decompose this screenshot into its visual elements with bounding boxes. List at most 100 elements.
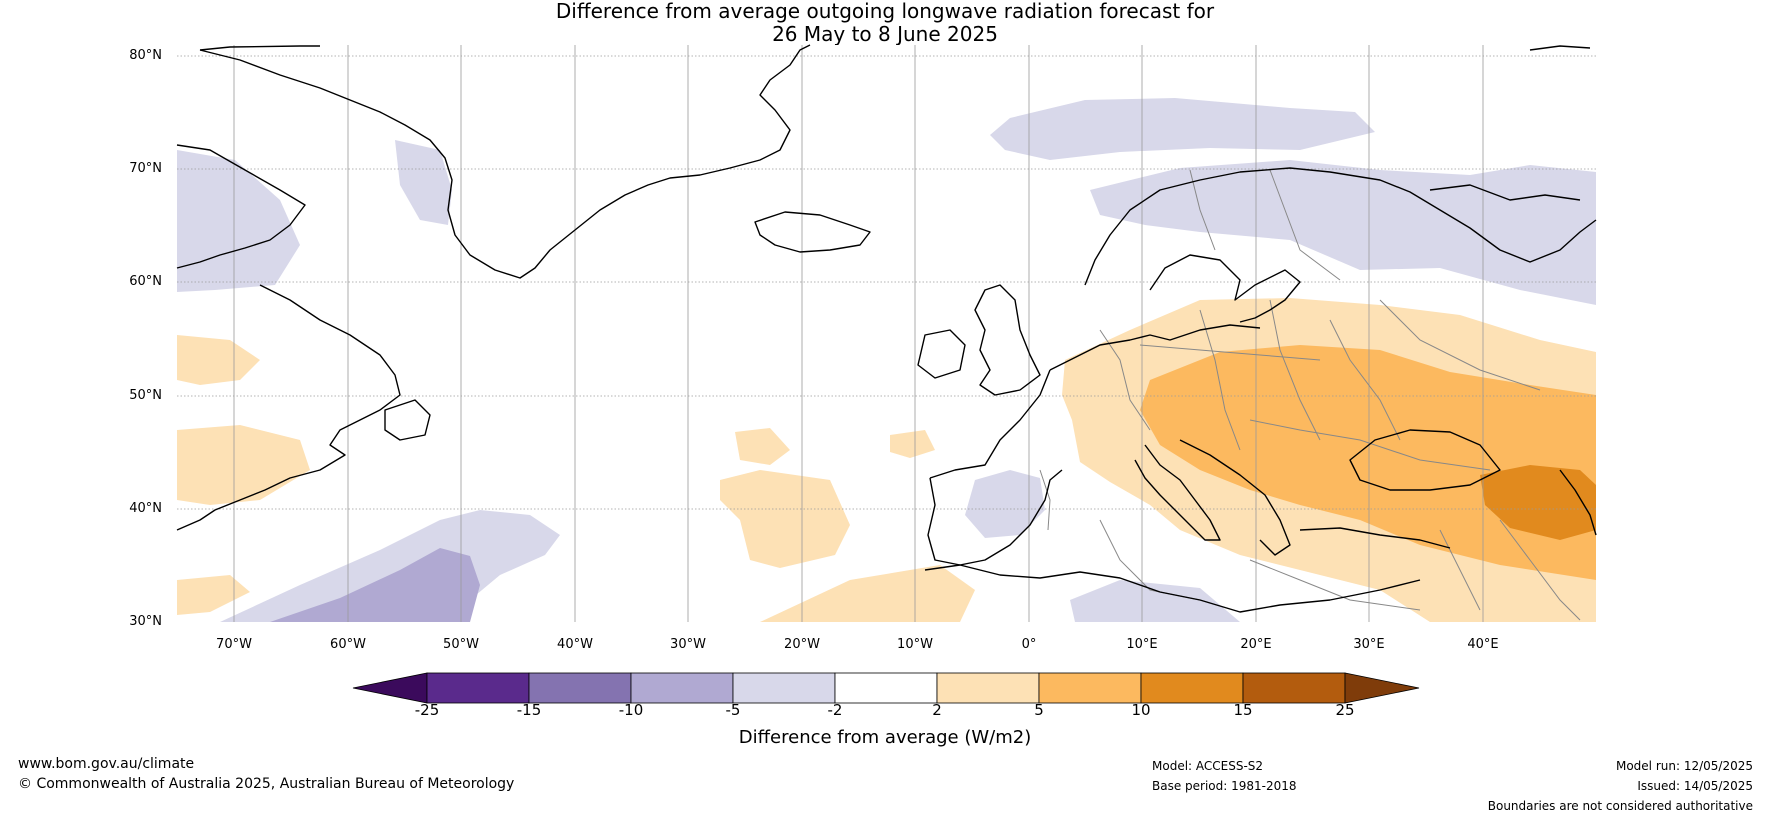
colorbar-tick: -10 bbox=[618, 701, 644, 719]
coastline-kola bbox=[1429, 184, 1581, 201]
map-plot bbox=[176, 44, 1597, 622]
colorbar-tick: -5 bbox=[725, 701, 741, 719]
lat-label-70n: 70°N bbox=[129, 161, 162, 176]
shade-canada-negative bbox=[177, 150, 300, 292]
border-line bbox=[1439, 529, 1481, 611]
colorbar-label: Difference from average (W/m2) bbox=[738, 727, 1032, 748]
shade-atlantic-positive-3 bbox=[890, 430, 935, 458]
shade-greenland-west-negative bbox=[395, 140, 452, 225]
coastline-ireland bbox=[917, 329, 966, 379]
shade-atlantic-positive-4 bbox=[760, 565, 975, 622]
footer-copyright: © Commonwealth of Australia 2025, Austra… bbox=[18, 776, 515, 792]
footer-model: Model: ACCESS-S2 bbox=[1152, 759, 1264, 773]
colorbar-bin bbox=[1242, 672, 1346, 704]
coastline-newfoundland bbox=[384, 399, 431, 441]
colorbar-over-triangle bbox=[1344, 672, 1420, 704]
colorbar-tick: 5 bbox=[1034, 701, 1044, 719]
border-line bbox=[1139, 344, 1321, 361]
lat-label-40n: 40°N bbox=[129, 501, 162, 516]
colorbar-tick: -25 bbox=[414, 701, 440, 719]
title-line-2: 26 May to 8 June 2025 bbox=[772, 22, 998, 46]
coastline-iceland bbox=[754, 211, 871, 253]
lon-label-50w: 50°W bbox=[443, 637, 479, 652]
lat-label-50n: 50°N bbox=[129, 388, 162, 403]
coastline-black-sea bbox=[1349, 429, 1501, 491]
lon-label-60w: 60°W bbox=[330, 637, 366, 652]
coastline-balkans bbox=[1179, 439, 1291, 556]
coastline-greenland bbox=[199, 44, 811, 279]
lon-label-40e: 40°E bbox=[1467, 637, 1499, 652]
coastline-baltic bbox=[1149, 254, 1301, 323]
colorbar-bin bbox=[1140, 672, 1244, 704]
colorbar-bin bbox=[834, 672, 938, 704]
footer-website: www.bom.gov.au/climate bbox=[18, 756, 195, 772]
coastline-biscay bbox=[929, 369, 1051, 479]
colorbar-bin bbox=[528, 672, 632, 704]
colorbar-bin bbox=[426, 672, 530, 704]
coastline-labrador bbox=[176, 284, 401, 531]
shade-atlantic-negative-strong bbox=[270, 548, 480, 622]
coastline-iberia bbox=[927, 469, 1063, 566]
footer-base-period: Base period: 1981-2018 bbox=[1152, 779, 1297, 793]
shade-atlantic-positive-2 bbox=[735, 428, 790, 465]
border-line bbox=[1329, 319, 1401, 441]
lon-label-30e: 30°E bbox=[1353, 637, 1385, 652]
shade-newfoundland-positive bbox=[177, 335, 260, 385]
shade-scandinavia-negative bbox=[1090, 160, 1596, 305]
lon-label-20e: 20°E bbox=[1240, 637, 1272, 652]
footer-disclaimer: Boundaries are not considered authoritat… bbox=[1487, 799, 1753, 813]
colorbar bbox=[352, 672, 1420, 704]
lon-label-10w: 10°W bbox=[897, 637, 933, 652]
title-line-1: Difference from average outgoing longwav… bbox=[555, 0, 1215, 23]
lon-label-40w: 40°W bbox=[557, 637, 593, 652]
border-line bbox=[1249, 419, 1491, 471]
shade-atlantic-positive-1 bbox=[720, 470, 850, 568]
coastline-great-britain bbox=[974, 284, 1041, 396]
shade-caucasus-positive-max bbox=[1480, 465, 1596, 540]
border-line bbox=[1249, 559, 1421, 611]
lon-label-10e: 10°E bbox=[1126, 637, 1158, 652]
border-line bbox=[1099, 329, 1151, 431]
coastline-norway bbox=[1084, 167, 1597, 286]
shade-north-africa-negative bbox=[1070, 580, 1240, 622]
coastline-baffin bbox=[176, 144, 306, 269]
border-line bbox=[1379, 299, 1541, 391]
shade-iberia-negative bbox=[965, 470, 1045, 538]
coastline-turkey bbox=[1299, 527, 1451, 549]
coastline-greenland-north bbox=[199, 45, 320, 51]
lon-label-20w: 20°W bbox=[784, 637, 820, 652]
colorbar-bin bbox=[630, 672, 734, 704]
coastline-north-africa bbox=[924, 564, 1421, 613]
colorbar-bin bbox=[936, 672, 1040, 704]
coastline-italy bbox=[1134, 444, 1221, 541]
footer-model-run: Model run: 12/05/2025 bbox=[1615, 759, 1753, 773]
lon-label-70w: 70°W bbox=[216, 637, 252, 652]
colorbar-tick: -15 bbox=[516, 701, 542, 719]
colorbar-under-triangle bbox=[352, 672, 428, 704]
coastlines bbox=[176, 44, 1597, 613]
colorbar-tick: 15 bbox=[1233, 701, 1253, 719]
border-line bbox=[1269, 169, 1341, 281]
coastline-svalbard bbox=[1529, 45, 1591, 51]
lat-label-80n: 80°N bbox=[129, 48, 162, 63]
colorbar-tick: 10 bbox=[1131, 701, 1151, 719]
shade-sw-positive bbox=[177, 575, 250, 615]
footer-issued: Issued: 14/05/2025 bbox=[1637, 779, 1753, 793]
country-borders bbox=[1039, 169, 1581, 621]
colorbar-bin bbox=[1038, 672, 1142, 704]
colorbar-tick: -2 bbox=[827, 701, 843, 719]
lon-label-0: 0° bbox=[1021, 637, 1037, 652]
colorbar-bin bbox=[732, 672, 836, 704]
border-line bbox=[1499, 519, 1581, 621]
lat-label-60n: 60°N bbox=[129, 274, 162, 289]
coastline-west-europe bbox=[1049, 324, 1261, 371]
anomaly-shading bbox=[177, 98, 1596, 622]
border-line bbox=[1039, 469, 1051, 531]
colorbar-tick: 2 bbox=[932, 701, 942, 719]
shade-arctic-band-negative bbox=[990, 98, 1375, 160]
colorbar-tick: 25 bbox=[1335, 701, 1355, 719]
border-line bbox=[1189, 169, 1216, 251]
border-line bbox=[1269, 299, 1321, 441]
coastline-caspian bbox=[1559, 469, 1597, 536]
map-title: Difference from average outgoing longwav… bbox=[0, 0, 1770, 46]
